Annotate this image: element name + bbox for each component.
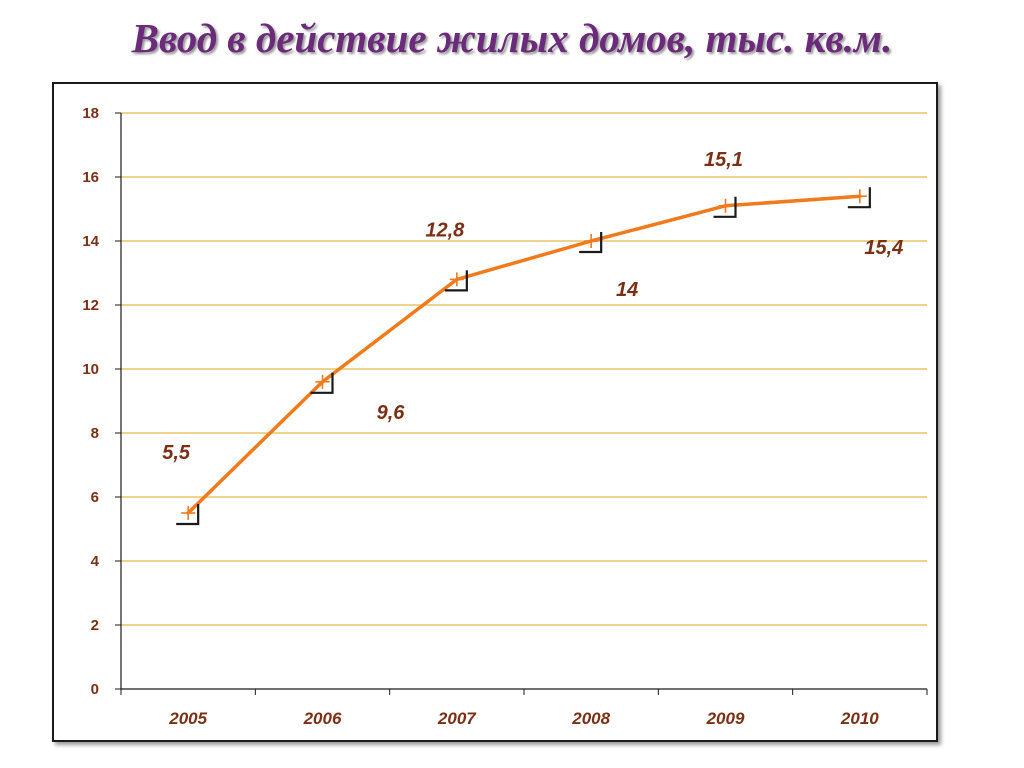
marker-bracket <box>176 504 200 526</box>
chart-frame: 0 2 4 6 8 10 12 14 16 18 2005 2006 2007 2008 2009 2010… <box>52 82 938 742</box>
marker-bracket <box>847 187 871 209</box>
y-tick-label: 10 <box>82 361 99 378</box>
x-tick-label: 2008 <box>571 709 610 728</box>
data-label: 14 <box>616 279 638 301</box>
markers-group <box>176 187 871 526</box>
series-line <box>186 194 862 515</box>
data-point <box>579 232 603 254</box>
y-tick-label: 2 <box>91 617 99 634</box>
marker-bracket <box>713 196 737 218</box>
data-label: 15,4 <box>864 237 903 259</box>
x-tick-label: 2010 <box>840 709 879 728</box>
x-tick-label: 2009 <box>706 709 745 728</box>
data-point <box>713 196 737 218</box>
data-point <box>444 270 468 292</box>
series-group <box>186 194 862 515</box>
marker-bracket <box>579 232 603 254</box>
data-labels-group: 5,5 9,6 12,8 14 15,1 15,4 <box>162 149 903 464</box>
y-tick-label: 8 <box>91 425 99 442</box>
marker-bracket <box>310 372 334 394</box>
data-point <box>847 187 871 209</box>
y-tick-label: 12 <box>82 297 99 314</box>
data-label: 12,8 <box>425 219 465 241</box>
data-label: 15,1 <box>704 149 743 171</box>
line-chart: 0 2 4 6 8 10 12 14 16 18 2005 2006 2007 2008 2009 2010… <box>82 105 928 728</box>
x-tick-label: 2005 <box>168 709 207 728</box>
x-axis-ticks: 2005 2006 2007 2008 2009 2010 <box>120 689 928 728</box>
data-point <box>310 372 334 394</box>
x-tick-label: 2007 <box>437 709 477 728</box>
marker-bracket <box>444 270 468 292</box>
y-tick-label: 4 <box>91 553 100 570</box>
y-tick-label: 14 <box>82 233 99 250</box>
y-axis-ticks: 0 2 4 6 8 10 12 14 16 18 <box>82 105 121 698</box>
x-tick-label: 2006 <box>303 709 342 728</box>
y-tick-label: 0 <box>91 681 99 698</box>
data-label: 9,6 <box>377 402 406 424</box>
data-point <box>176 504 200 526</box>
y-tick-label: 18 <box>82 105 99 122</box>
chart-title: Ввод в действие жилых домов, тыс. кв.м. <box>131 15 893 61</box>
gridlines <box>121 112 927 626</box>
data-label: 5,5 <box>162 442 191 464</box>
y-tick-label: 6 <box>91 489 99 506</box>
y-tick-label: 16 <box>82 169 99 186</box>
